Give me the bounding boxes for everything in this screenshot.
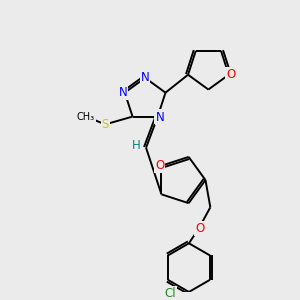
Text: O: O [195, 222, 204, 235]
Text: S: S [102, 118, 109, 131]
Text: CH₃: CH₃ [77, 112, 95, 122]
Text: N: N [156, 111, 165, 124]
Text: N: N [118, 86, 127, 99]
Text: O: O [155, 159, 164, 172]
Text: H: H [132, 139, 141, 152]
Text: N: N [141, 71, 149, 84]
Text: Cl: Cl [165, 287, 176, 300]
Text: O: O [226, 68, 235, 81]
Text: N: N [155, 110, 164, 123]
